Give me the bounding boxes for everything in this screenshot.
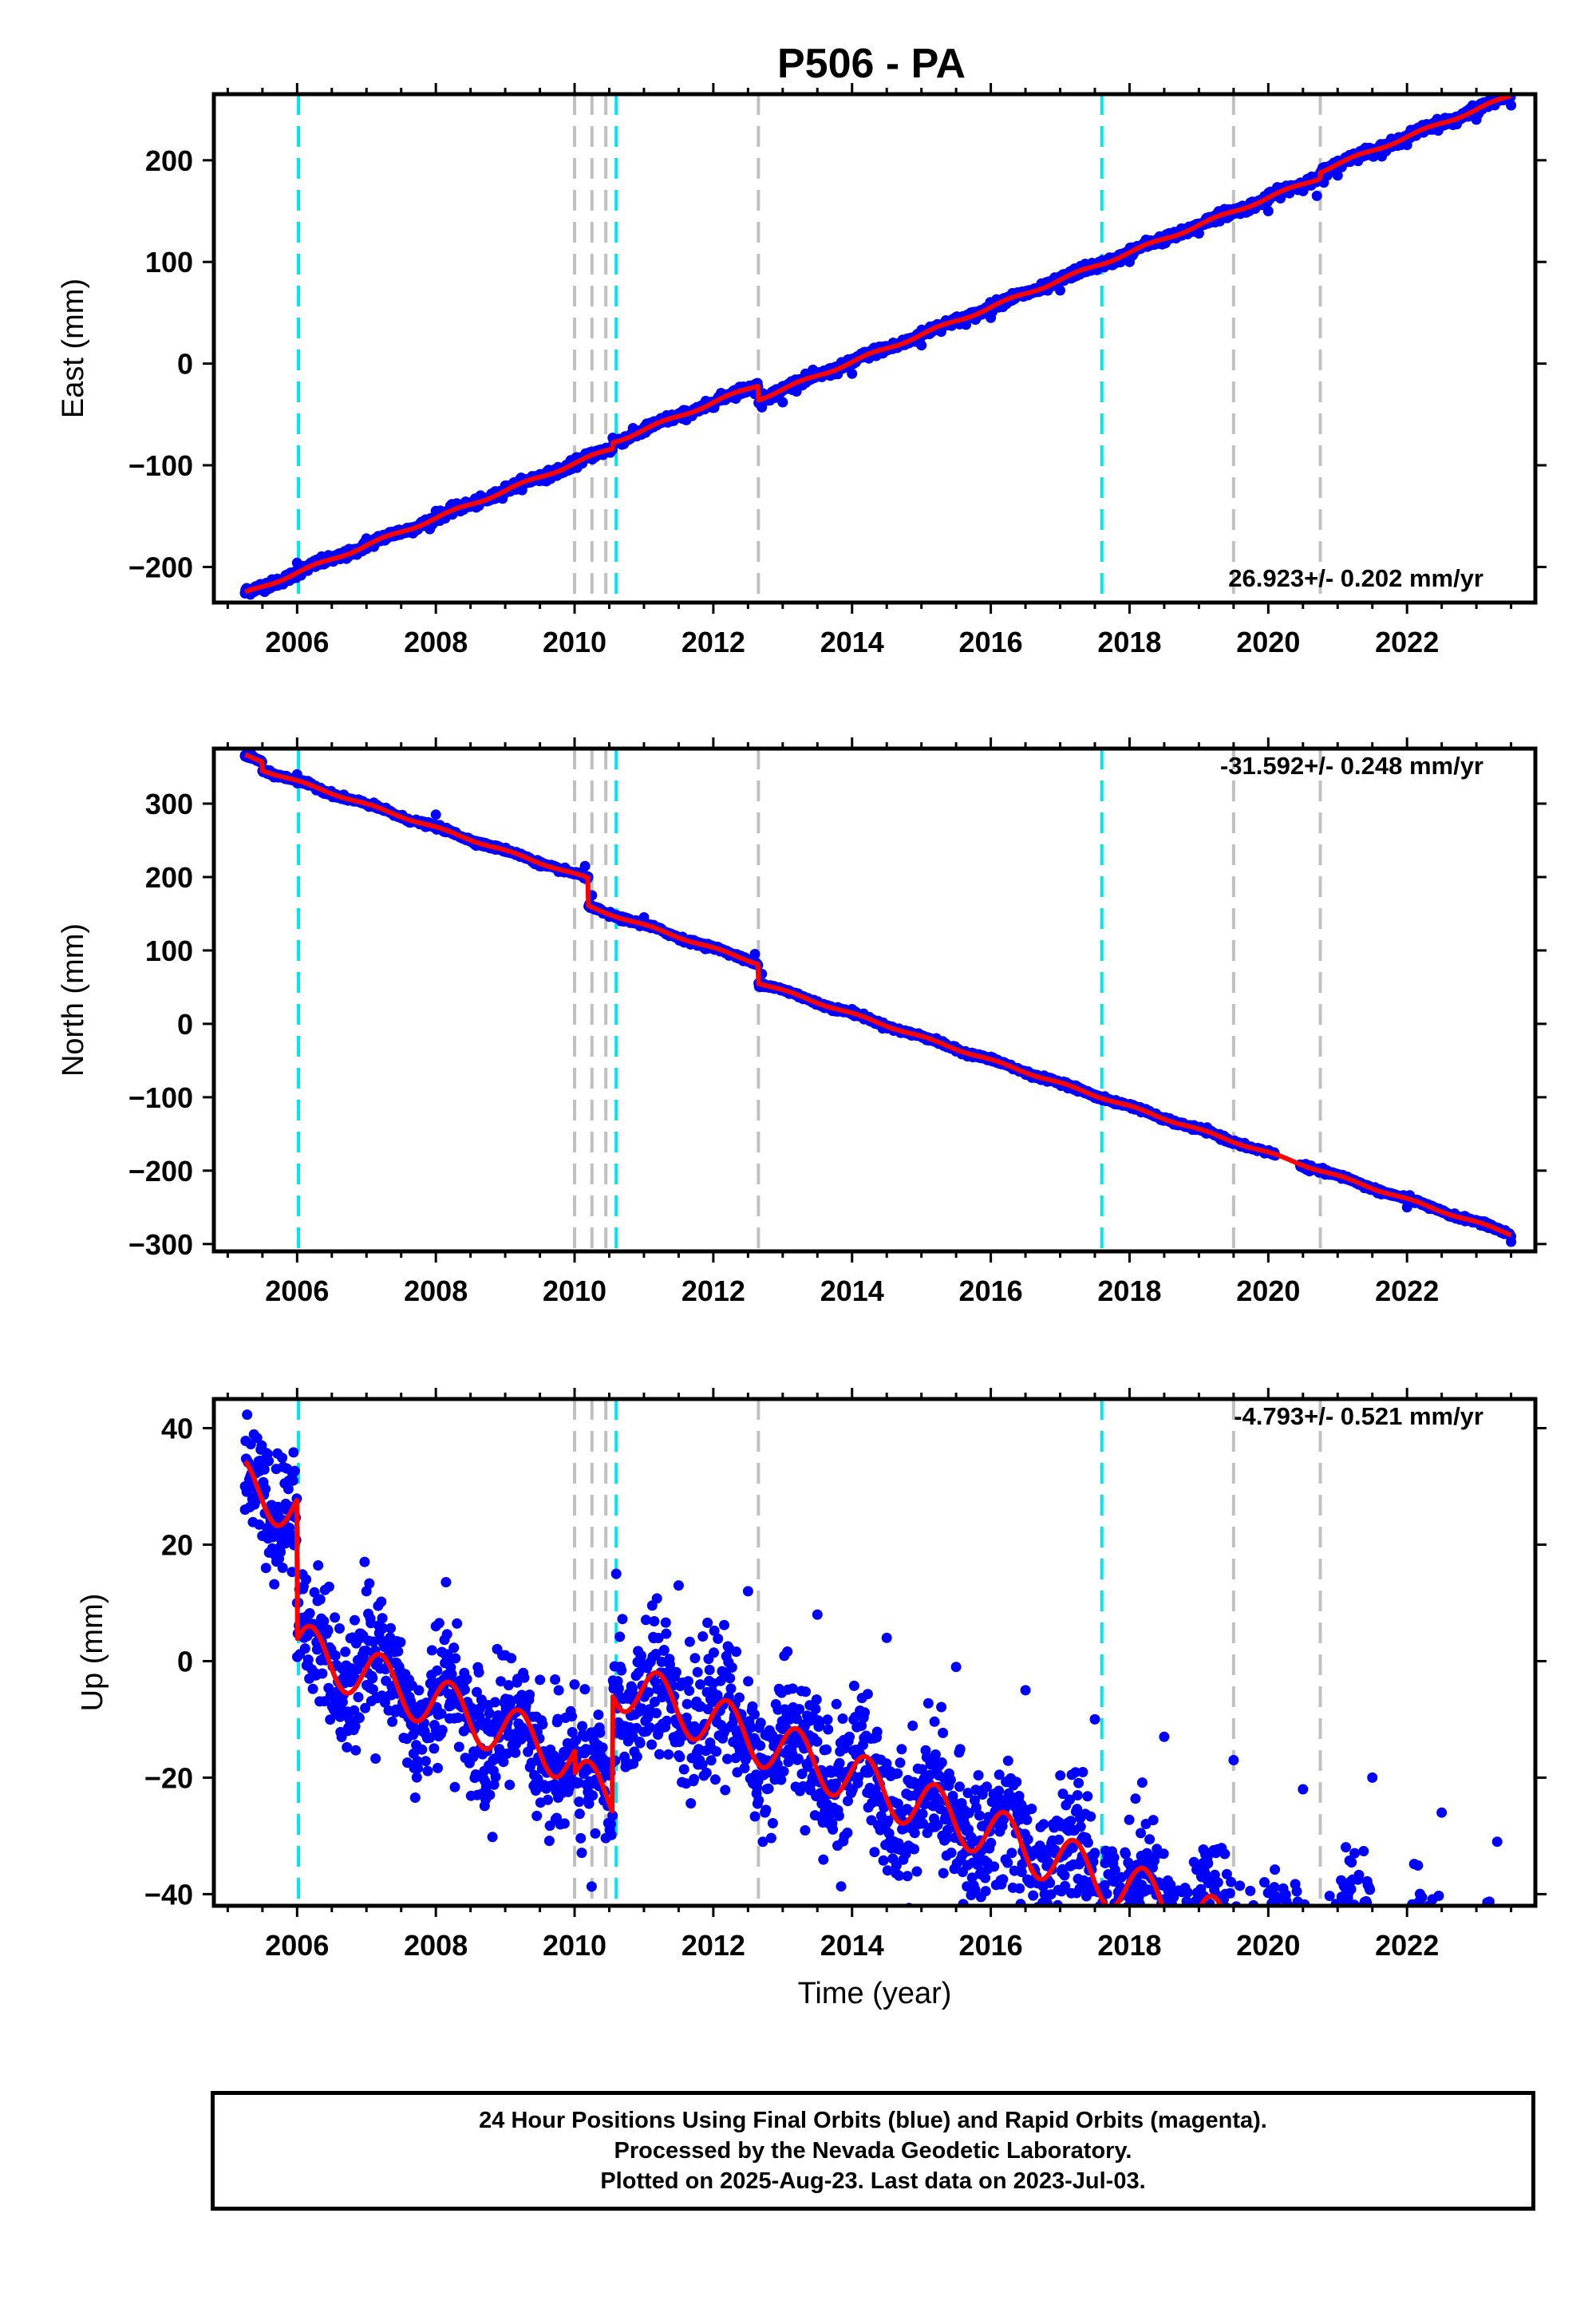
data-point [1401, 1202, 1412, 1213]
data-point [1262, 206, 1274, 216]
east-panel: 2006 2008 2010 2012 2014 2016 2018 2020 2022 −200… [57, 83, 1547, 658]
data-point [916, 340, 927, 351]
y-tick-label: 0 [177, 348, 193, 381]
north-panel: 2006 2008 2010 2012 2014 2016 2018 2020 2022−300… [57, 737, 1547, 1307]
data-point [1055, 285, 1065, 296]
data-point [757, 401, 768, 413]
y-tick-label: 100 [145, 246, 193, 279]
x-tick-label: 2016 [959, 626, 1023, 658]
y-axis-label: East (mm) [57, 279, 90, 418]
x-tick-label: 2012 [681, 626, 745, 658]
chart-title: P506 - PA [777, 41, 966, 87]
x-tick-label: 2014 [820, 626, 884, 658]
x-tick-label: 2022 [1375, 626, 1439, 658]
data-point [1124, 256, 1135, 267]
data-point [1311, 190, 1322, 201]
x-tick-label: 2010 [543, 626, 606, 658]
data-point [579, 860, 591, 871]
data-points-group [239, 749, 1517, 1242]
x-tick-label: 2020 [1236, 626, 1300, 658]
data-point [1506, 100, 1517, 111]
data-point [847, 368, 858, 379]
data-point [986, 312, 997, 323]
data-point [1506, 1236, 1517, 1247]
rate-label: 26.923+/- 0.202 mm/yr [1228, 564, 1483, 592]
y-tick-label: 200 [145, 144, 193, 177]
data-point [1193, 228, 1204, 239]
plot-area [239, 94, 1517, 603]
data-point [1332, 170, 1343, 181]
data-point [777, 397, 788, 408]
data-point [291, 557, 302, 568]
data-point [749, 949, 760, 959]
x-tick-label: 2008 [404, 626, 468, 658]
data-point [1471, 114, 1482, 125]
y-tick-label: −100 [128, 449, 193, 482]
plot-area [239, 749, 1517, 1251]
y-tick-label: −200 [128, 551, 193, 583]
data-point [430, 809, 441, 820]
x-tick-label: 2018 [1097, 626, 1161, 658]
x-tick-label: 2006 [265, 626, 329, 658]
